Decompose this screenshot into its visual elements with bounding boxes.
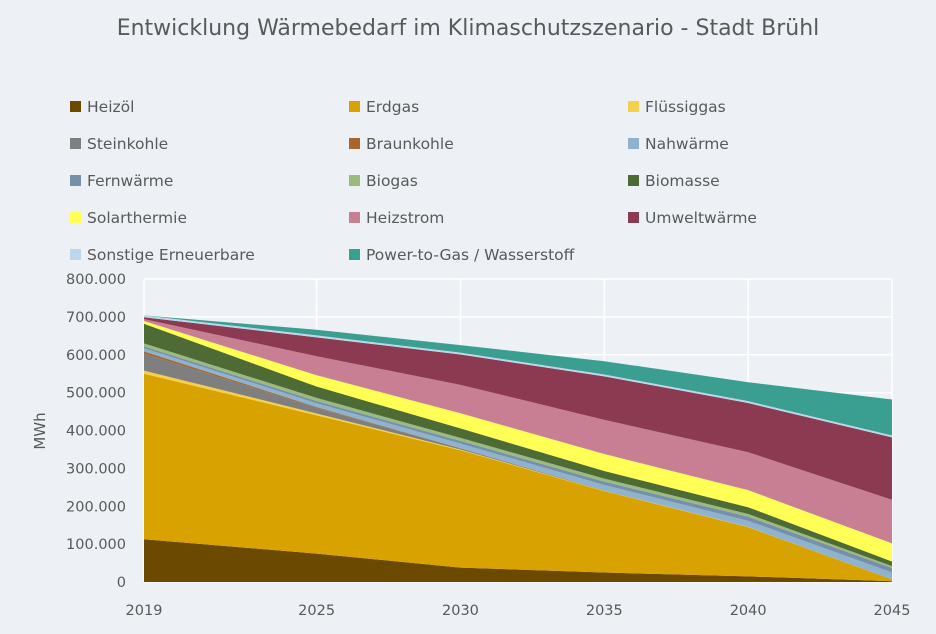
legend-label: Fernwärme <box>87 172 174 190</box>
legend-label: Heizöl <box>87 98 135 116</box>
y-tick-label: 700.000 <box>66 310 126 326</box>
legend-swatch <box>349 138 360 149</box>
legend-swatch <box>349 249 360 260</box>
y-tick-label: 100.000 <box>66 537 126 553</box>
legend-swatch <box>349 175 360 186</box>
area-biogas <box>144 343 892 568</box>
x-tick-label: 2019 <box>126 603 163 619</box>
axes: 0 100.000 200.000 300.000 400.000 500.000 600.… <box>66 272 910 619</box>
legend-item-nahwärme: Nahwärme <box>628 135 729 153</box>
y-tick-label: 0 <box>117 575 126 591</box>
legend-swatch <box>70 101 81 112</box>
x-tick-label: 2030 <box>442 603 479 619</box>
legend-label: Nahwärme <box>645 135 729 153</box>
x-tick-label: 2025 <box>298 603 335 619</box>
legend-item-braunkohle: Braunkohle <box>349 135 454 153</box>
legend-swatch <box>628 212 639 223</box>
legend-item-biomasse: Biomasse <box>628 172 720 190</box>
area-fernwärme <box>144 346 892 573</box>
area-flüssiggas <box>144 370 892 580</box>
legend-label: Biogas <box>366 172 418 190</box>
y-tick-label: 400.000 <box>66 424 126 440</box>
legend-item-power-to-gas-wasserstoff: Power-to-Gas / Wasserstoff <box>349 246 574 264</box>
legend-label: Steinkohle <box>87 135 169 153</box>
legend-label: Heizstrom <box>366 209 445 227</box>
y-axis-title: MWh <box>31 412 49 449</box>
area-solarthermie <box>144 321 892 562</box>
x-tick-label: 2040 <box>730 603 767 619</box>
area-erdgas <box>144 373 892 582</box>
y-tick-label: 600.000 <box>66 348 126 364</box>
legend-item-heizstrom: Heizstrom <box>349 209 444 227</box>
legend-label: Umweltwärme <box>645 209 757 227</box>
legend-swatch <box>628 138 639 149</box>
area-series <box>144 315 892 582</box>
y-tick-label: 800.000 <box>66 272 126 288</box>
legend-item-fernwärme: Fernwärme <box>70 172 173 190</box>
legend-item-heizöl: Heizöl <box>70 98 134 116</box>
area-nahwärme <box>144 348 892 580</box>
legend-label: Sonstige Erneuerbare <box>87 246 255 264</box>
legend-swatch <box>70 212 81 223</box>
legend-label: Braunkohle <box>366 135 454 153</box>
legend-label: Erdgas <box>366 98 420 116</box>
legend-item-erdgas: Erdgas <box>349 98 419 116</box>
x-tick-label: 2045 <box>874 603 911 619</box>
legend-swatch <box>70 175 81 186</box>
legend-item-umweltwärme: Umweltwärme <box>628 209 757 227</box>
legend-swatch <box>628 175 639 186</box>
x-tick-label: 2035 <box>586 603 623 619</box>
legend: Heizöl Erdgas Flüssiggas Steinkohle Braunkoh… <box>0 0 936 270</box>
legend-swatch <box>349 101 360 112</box>
legend-label: Solarthermie <box>87 209 187 227</box>
legend-item-steinkohle: Steinkohle <box>70 135 168 153</box>
legend-swatch <box>628 101 639 112</box>
area-heizstrom <box>144 319 892 544</box>
area-umweltwärme <box>144 317 892 500</box>
legend-swatch <box>70 138 81 149</box>
legend-label: Power-to-Gas / Wasserstoff <box>366 246 575 264</box>
y-tick-label: 300.000 <box>66 461 126 477</box>
area-heizöl <box>144 539 892 582</box>
legend-label: Flüssiggas <box>645 98 726 116</box>
legend-item-flüssiggas: Flüssiggas <box>628 98 726 116</box>
legend-swatch <box>70 249 81 260</box>
y-tick-label: 500.000 <box>66 386 126 402</box>
legend-item-solarthermie: Solarthermie <box>70 209 187 227</box>
legend-item-biogas: Biogas <box>349 172 418 190</box>
legend-item-sonstige-erneuerbare: Sonstige Erneuerbare <box>70 246 255 264</box>
y-tick-label: 200.000 <box>66 499 126 515</box>
legend-label: Biomasse <box>645 172 720 190</box>
legend-swatch <box>349 212 360 223</box>
chart-title: Entwicklung Wärmebedarf im Klimaschutzsz… <box>116 16 820 41</box>
